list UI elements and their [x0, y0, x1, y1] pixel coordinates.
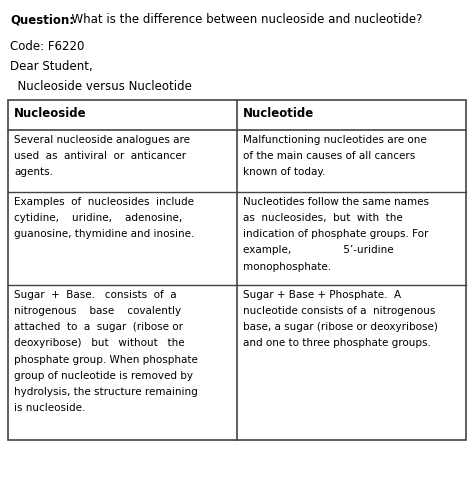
Text: attached  to  a  sugar  (ribose or: attached to a sugar (ribose or	[14, 322, 183, 332]
Text: Dear Student,: Dear Student,	[10, 60, 93, 73]
Text: hydrolysis, the structure remaining: hydrolysis, the structure remaining	[14, 387, 198, 397]
Text: deoxyribose)   but   without   the: deoxyribose) but without the	[14, 338, 185, 348]
Text: nitrogenous    base    covalently: nitrogenous base covalently	[14, 306, 181, 316]
Text: monophosphate.: monophosphate.	[243, 261, 331, 271]
Text: known of today.: known of today.	[243, 167, 325, 177]
Text: guanosine, thymidine and inosine.: guanosine, thymidine and inosine.	[14, 230, 194, 240]
Text: Nucleoside: Nucleoside	[14, 107, 87, 120]
Text: Code: F6220: Code: F6220	[10, 40, 84, 53]
Text: Nucleotide: Nucleotide	[243, 107, 314, 120]
Bar	[8, 100, 466, 440]
Text: agents.: agents.	[14, 167, 53, 177]
Text: Nucleotides follow the same names: Nucleotides follow the same names	[243, 197, 429, 207]
Text: What is the difference between nucleoside and nucleotide?: What is the difference between nucleosid…	[64, 13, 422, 26]
Text: Sugar + Base + Phosphate.  A: Sugar + Base + Phosphate. A	[243, 290, 401, 300]
Text: group of nucleotide is removed by: group of nucleotide is removed by	[14, 371, 193, 381]
Text: of the main causes of all cancers: of the main causes of all cancers	[243, 151, 415, 161]
Text: Several nucleoside analogues are: Several nucleoside analogues are	[14, 135, 190, 145]
Text: example,                5’-uridine: example, 5’-uridine	[243, 246, 393, 255]
Text: Examples  of  nucleosides  include: Examples of nucleosides include	[14, 197, 194, 207]
Text: and one to three phosphate groups.: and one to three phosphate groups.	[243, 338, 431, 348]
Text: phosphate group. When phosphate: phosphate group. When phosphate	[14, 355, 198, 365]
Text: is nucleoside.: is nucleoside.	[14, 403, 85, 413]
Text: base, a sugar (ribose or deoxyribose): base, a sugar (ribose or deoxyribose)	[243, 322, 438, 332]
Text: used  as  antiviral  or  anticancer: used as antiviral or anticancer	[14, 151, 186, 161]
Text: as  nucleosides,  but  with  the: as nucleosides, but with the	[243, 213, 403, 223]
Text: Sugar  +  Base.   consists  of  a: Sugar + Base. consists of a	[14, 290, 177, 300]
Text: indication of phosphate groups. For: indication of phosphate groups. For	[243, 230, 428, 240]
Text: cytidine,    uridine,    adenosine,: cytidine, uridine, adenosine,	[14, 213, 182, 223]
Text: Nucleoside versus Nucleotide: Nucleoside versus Nucleotide	[10, 80, 192, 93]
Text: nucleotide consists of a  nitrogenous: nucleotide consists of a nitrogenous	[243, 306, 436, 316]
Text: Question:: Question:	[10, 13, 74, 26]
Text: Malfunctioning nucleotides are one: Malfunctioning nucleotides are one	[243, 135, 427, 145]
